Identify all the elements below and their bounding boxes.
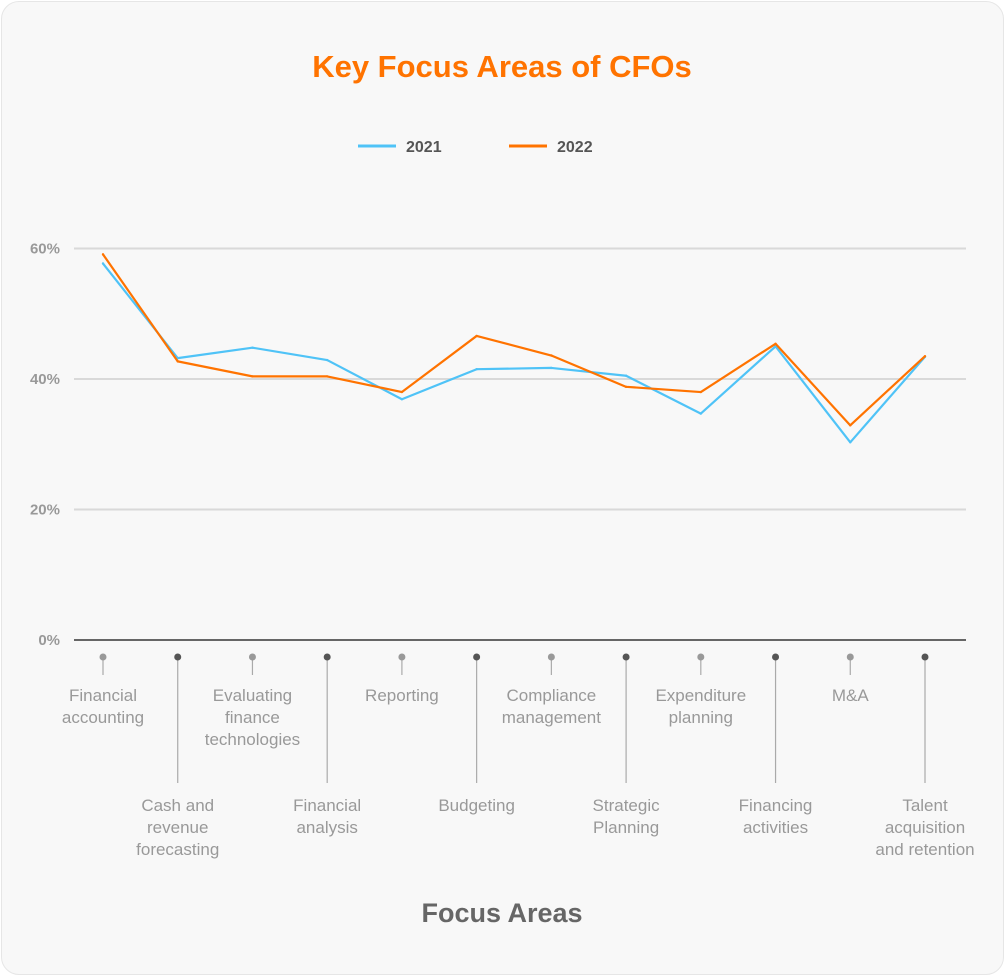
- x-tick-label: acquisition: [885, 818, 965, 837]
- category-marker: [772, 653, 780, 661]
- category-marker: [174, 653, 182, 661]
- x-tick-label: planning: [669, 708, 733, 727]
- x-tick-label: technologies: [205, 730, 300, 749]
- x-tick-label: finance: [225, 708, 280, 727]
- x-tick-label: accounting: [62, 708, 144, 727]
- category-marker: [846, 653, 854, 661]
- data-point-2022: [101, 253, 105, 256]
- y-tick-label: 20%: [30, 502, 60, 519]
- data-point-2021: [699, 412, 703, 415]
- legend-label-2021: 2021: [406, 139, 442, 156]
- x-tick-label: Financial: [69, 686, 137, 705]
- data-point-2022: [774, 342, 777, 345]
- x-tick-label: Planning: [593, 818, 659, 837]
- data-point-2021: [624, 374, 628, 377]
- series-line-2022: [102, 253, 926, 427]
- category-marker: [398, 653, 406, 661]
- data-point-2021: [325, 358, 329, 362]
- data-point-2021: [475, 368, 478, 371]
- category-marker: [547, 653, 555, 661]
- data-point-2022: [475, 334, 478, 338]
- data-point-2022: [699, 390, 703, 394]
- legend-label-2022: 2022: [557, 139, 593, 156]
- data-point-2022: [325, 375, 329, 378]
- y-tick-label: 40%: [30, 371, 60, 388]
- category-marker: [248, 653, 256, 661]
- x-tick-label: Financial: [293, 796, 361, 815]
- data-point-2022: [624, 385, 628, 389]
- x-tick-label: Evaluating: [213, 686, 292, 705]
- x-tick-label: Reporting: [365, 686, 439, 705]
- x-tick-label: Financing: [739, 796, 813, 815]
- category-marker: [323, 653, 331, 661]
- data-point-2021: [400, 398, 404, 401]
- data-point-2022: [251, 375, 254, 378]
- y-tick-label: 0%: [38, 632, 60, 649]
- x-tick-label: forecasting: [136, 840, 219, 859]
- chart-title: Key Focus Areas of CFOs: [312, 49, 692, 84]
- x-axis-title: Focus Areas: [421, 898, 582, 928]
- data-point-2021: [550, 366, 553, 370]
- x-tick-label: Compliance: [506, 686, 596, 705]
- category-marker: [473, 653, 481, 661]
- x-tick-label: and retention: [875, 840, 974, 859]
- data-point-2022: [176, 360, 179, 363]
- data-point-2022: [400, 390, 404, 394]
- x-tick-label: Cash and: [141, 796, 214, 815]
- series-line-2021: [102, 262, 926, 444]
- y-tick-label: 60%: [30, 241, 60, 258]
- x-tick-label: management: [502, 708, 602, 727]
- category-marker: [622, 653, 630, 661]
- data-point-2021: [101, 262, 105, 265]
- data-point-2022: [550, 354, 553, 357]
- x-tick-label: Strategic: [593, 796, 661, 815]
- x-tick-label: analysis: [296, 818, 357, 837]
- category-marker: [99, 653, 107, 661]
- data-point-2021: [251, 346, 254, 349]
- data-point-2022: [923, 354, 927, 358]
- x-tick-label: M&A: [832, 686, 870, 705]
- x-tick-label: revenue: [147, 818, 208, 837]
- data-point-2022: [849, 424, 852, 427]
- x-tick-label: Budgeting: [438, 796, 515, 815]
- x-tick-label: activities: [743, 818, 808, 837]
- x-tick-label: Expenditure: [655, 686, 746, 705]
- x-tick-label: Talent: [902, 796, 948, 815]
- category-marker: [697, 653, 705, 661]
- data-point-2021: [849, 441, 852, 444]
- category-marker: [921, 653, 929, 661]
